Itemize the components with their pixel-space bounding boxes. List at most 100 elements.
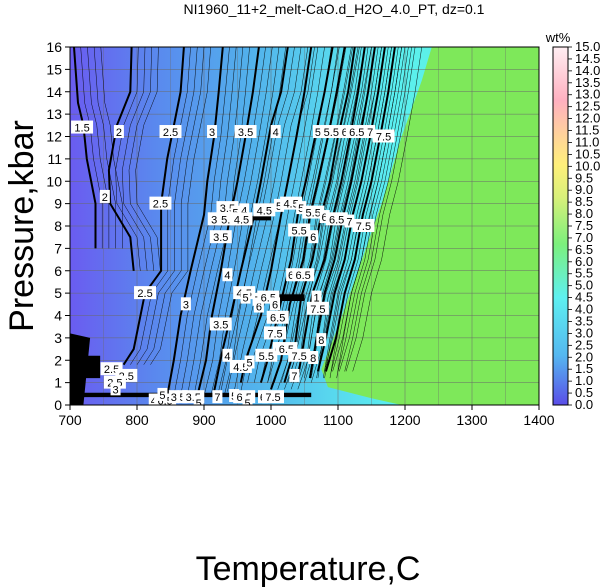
contour-line-minor bbox=[115, 47, 141, 271]
contour-label: 6.5 bbox=[270, 313, 285, 325]
contour-line-minor bbox=[324, 47, 392, 372]
contour-label-bg bbox=[264, 326, 287, 340]
contour-label-bg bbox=[344, 214, 355, 228]
contour-label: 7 bbox=[346, 217, 352, 229]
contour-label-bg bbox=[270, 125, 281, 139]
y-tick-label: 5 bbox=[54, 285, 62, 301]
contour-label: 7.5 bbox=[291, 351, 306, 363]
colorbar-tick-label: 14.5 bbox=[575, 51, 600, 66]
colorbar-tick-label: 5.5 bbox=[575, 266, 593, 281]
colorbar-tick-label: 12.5 bbox=[575, 99, 600, 114]
contour-label-bg bbox=[316, 333, 327, 347]
contour-label: 4 bbox=[224, 270, 230, 282]
contour-label: 5.5 bbox=[324, 127, 339, 139]
contour-line-minor bbox=[254, 47, 325, 383]
colorbar-tick-label: 13.0 bbox=[575, 87, 600, 102]
contour-label: 5 bbox=[276, 201, 282, 213]
contour-label: 6 bbox=[310, 232, 316, 244]
x-axis: 700 800 900 1000 1100 1200 1300 1400 bbox=[58, 405, 555, 428]
colorbar-tick-label: 6.5 bbox=[575, 242, 593, 257]
contour-line-minor bbox=[337, 47, 406, 372]
contour-line bbox=[107, 47, 135, 271]
contour-line-minor bbox=[344, 47, 412, 372]
contour-label: 3.5 bbox=[238, 127, 253, 139]
contour-label-bg bbox=[274, 198, 285, 212]
contour-label-bg bbox=[209, 230, 232, 244]
contour-label-bg bbox=[319, 210, 330, 224]
contour-label-bg bbox=[239, 203, 250, 217]
contour-label-bg bbox=[168, 390, 179, 404]
colorbar-tick-label: 11.0 bbox=[575, 134, 599, 149]
contour-label-bg bbox=[289, 368, 300, 382]
colorbar-tick-label: 2.5 bbox=[575, 337, 593, 352]
colorbar-tick-label: 14.0 bbox=[575, 63, 600, 78]
colorbar-tick-label: 0.0 bbox=[575, 397, 593, 412]
contour-lines bbox=[73, 47, 423, 397]
contour-label-bg bbox=[253, 203, 276, 217]
contour-label-bg bbox=[262, 390, 285, 404]
contour-label: 4 bbox=[273, 127, 279, 139]
colorbar-tick-label: 9.0 bbox=[575, 182, 593, 197]
contour-label-bg bbox=[230, 205, 241, 219]
contour-label-bg bbox=[292, 268, 315, 282]
contour-label-bg bbox=[99, 189, 110, 203]
contour-label: 6 bbox=[272, 299, 278, 311]
y-tick-label: 8 bbox=[54, 218, 62, 234]
contour-label-bg bbox=[207, 125, 218, 139]
contour-label: 3 bbox=[209, 127, 215, 139]
contour-label: 7 bbox=[291, 371, 297, 383]
colorbar-tick-label: 3.0 bbox=[575, 325, 593, 340]
x-tick-label: 1100 bbox=[323, 412, 353, 428]
colorbar-tick-label: 15.0 bbox=[575, 39, 600, 54]
contour-label: 3 bbox=[171, 392, 177, 404]
contour-line-minor bbox=[128, 47, 155, 271]
contour-label: 6 bbox=[342, 127, 348, 139]
contour-label: 6 bbox=[288, 270, 294, 282]
colorbar-tick-label: 9.5 bbox=[575, 170, 593, 185]
contour-line bbox=[259, 47, 334, 383]
colorbar-tick-label: 13.5 bbox=[575, 75, 600, 90]
contour-label-bg bbox=[270, 297, 281, 311]
contour-label-bg bbox=[302, 205, 325, 219]
contour-label: 1.5 bbox=[74, 123, 89, 135]
contour-label-bg bbox=[159, 125, 182, 139]
contour-label: 3.5 bbox=[213, 232, 228, 244]
y-tick-label: 1 bbox=[54, 375, 62, 391]
contour-label-bg bbox=[209, 317, 232, 331]
contour-label: 2.5 bbox=[137, 288, 152, 300]
colorbar-tick-label: 8.0 bbox=[575, 206, 593, 221]
x-tick-label: 800 bbox=[125, 412, 149, 428]
colorbar-tick-label: 2.0 bbox=[575, 349, 593, 364]
contour-label: 6.5 bbox=[349, 127, 364, 139]
contour-label: 7.5 bbox=[356, 221, 371, 233]
contour-label-bg bbox=[308, 230, 319, 244]
contour-label: 4 bbox=[224, 351, 230, 363]
contour-label-bg bbox=[266, 310, 289, 324]
contour-label: 4 bbox=[151, 396, 157, 408]
contour-line-minor bbox=[87, 47, 110, 249]
contour-label: 7.5 bbox=[310, 304, 325, 316]
contour-line-minor bbox=[136, 47, 198, 365]
y-tick-label: 4 bbox=[54, 308, 62, 324]
contour-label: 5 bbox=[315, 127, 321, 139]
contour-line-minor bbox=[150, 47, 211, 365]
contour-label-bg bbox=[253, 299, 264, 313]
contour-label: 3 bbox=[183, 299, 189, 311]
contour-label-bg bbox=[244, 355, 255, 369]
x-axis-title: Temperature,C bbox=[196, 550, 421, 587]
contour-label: 5 bbox=[244, 398, 250, 410]
contour-label-bg bbox=[288, 223, 311, 237]
contour-line-minor bbox=[100, 47, 123, 249]
contour-line-minor bbox=[135, 47, 161, 271]
colorbar-tick-label: 5.0 bbox=[575, 278, 593, 293]
y-tick-label: 15 bbox=[46, 61, 62, 77]
contour-label-bg bbox=[240, 290, 251, 304]
contour-label-bg bbox=[365, 125, 376, 139]
contour-line bbox=[122, 47, 185, 366]
contour-label: 4 bbox=[241, 205, 247, 217]
contour-line bbox=[166, 47, 224, 397]
contour-label: 7.5 bbox=[265, 392, 280, 404]
contour-label: 5 bbox=[159, 390, 165, 402]
contour-label-bg bbox=[339, 125, 350, 139]
